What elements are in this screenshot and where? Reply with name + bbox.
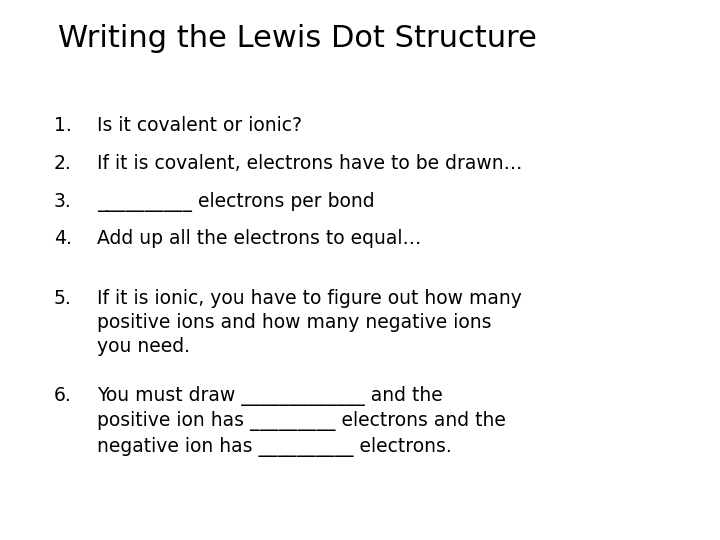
- Text: 6.: 6.: [54, 386, 72, 405]
- Text: Add up all the electrons to equal…: Add up all the electrons to equal…: [97, 230, 421, 248]
- Text: __________ electrons per bond: __________ electrons per bond: [97, 192, 375, 212]
- Text: 3.: 3.: [54, 192, 72, 211]
- Text: 2.: 2.: [54, 154, 72, 173]
- Text: If it is ionic, you have to figure out how many
positive ions and how many negat: If it is ionic, you have to figure out h…: [97, 289, 522, 356]
- Text: If it is covalent, electrons have to be drawn…: If it is covalent, electrons have to be …: [97, 154, 523, 173]
- Text: Is it covalent or ionic?: Is it covalent or ionic?: [97, 116, 302, 135]
- Text: 5.: 5.: [54, 289, 72, 308]
- Text: You must draw _____________ and the
positive ion has _________ electrons and the: You must draw _____________ and the posi…: [97, 386, 506, 457]
- Text: 4.: 4.: [54, 230, 72, 248]
- Text: 1.: 1.: [54, 116, 72, 135]
- Text: Writing the Lewis Dot Structure: Writing the Lewis Dot Structure: [58, 24, 536, 53]
